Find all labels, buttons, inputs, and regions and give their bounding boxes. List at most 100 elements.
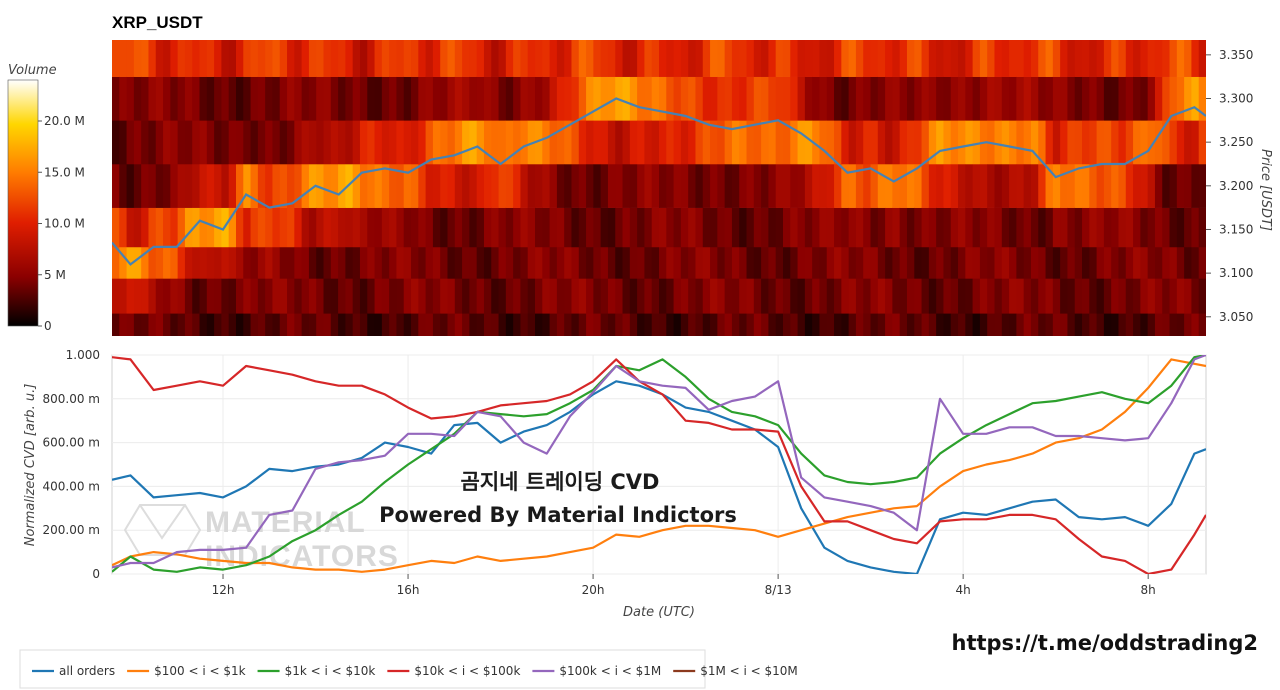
heatmap-cell	[1133, 120, 1141, 165]
heatmap-cell	[462, 246, 470, 279]
heatmap-cell	[899, 278, 908, 314]
heatmap-cell	[1147, 40, 1156, 77]
legend-item[interactable]: $1k < i < $10k	[257, 664, 376, 678]
heatmap-cell	[1191, 278, 1200, 314]
heatmap-cell	[520, 163, 529, 208]
heatmap-cell	[717, 278, 726, 314]
heatmap-cell	[965, 120, 974, 165]
heatmap-cell	[542, 246, 551, 279]
heatmap-cell	[1133, 207, 1141, 248]
heatmap-cell	[403, 120, 412, 165]
heatmap-cell	[586, 207, 594, 248]
heatmap-cell	[440, 40, 449, 77]
heatmap-cell	[330, 313, 339, 336]
legend-label: $1k < i < $10k	[285, 664, 376, 678]
legend-item[interactable]: $100k < i < $1M	[532, 664, 661, 678]
heatmap-cell	[112, 76, 120, 121]
heatmap-cell	[994, 207, 1003, 248]
heatmap-cell	[483, 163, 492, 208]
telegram-link[interactable]: https://t.me/oddstrading2	[952, 631, 1259, 655]
heatmap-cell	[819, 278, 828, 314]
heatmap-cell	[381, 207, 390, 248]
heatmap-cell	[221, 313, 230, 336]
heatmap-cell	[958, 120, 966, 165]
heatmap-cell	[746, 278, 755, 314]
heatmap-cell	[936, 163, 945, 208]
heatmap-cell	[155, 76, 164, 121]
heatmap-cell	[148, 313, 157, 336]
heatmap-cell	[1030, 278, 1039, 314]
heatmap-cell	[921, 76, 930, 121]
heatmap-cell	[352, 246, 361, 279]
heatmap-cell	[571, 76, 580, 121]
heatmap-cell	[338, 313, 346, 336]
heatmap-cell	[505, 120, 514, 165]
heatmap-cell	[928, 120, 937, 165]
heatmap-cell	[972, 40, 981, 77]
heatmap-cell	[1089, 120, 1098, 165]
heatmap-cell	[301, 246, 310, 279]
heatmap-cell	[163, 120, 171, 165]
heatmap-cell	[826, 313, 835, 336]
heatmap-cell	[1082, 207, 1090, 248]
legend-item[interactable]: $1M < i < $10M	[673, 664, 798, 678]
heatmap-cell	[359, 76, 368, 121]
heatmap-cell	[440, 76, 449, 121]
heatmap-cell	[564, 313, 573, 336]
heatmap-cell	[1001, 207, 1010, 248]
heatmap-cell	[834, 278, 842, 314]
heatmap-cell	[921, 120, 930, 165]
heatmap-cell	[396, 278, 405, 314]
legend-item[interactable]: $10k < i < $100k	[387, 664, 520, 678]
heatmap-cell	[170, 76, 179, 121]
heatmap-cell	[1038, 278, 1047, 314]
heatmap-cell	[440, 120, 449, 165]
heatmap-cell	[206, 120, 215, 165]
heatmap-cell	[411, 76, 419, 121]
heatmap-cell	[885, 163, 893, 208]
heatmap-cell	[834, 76, 842, 121]
heatmap-cell	[936, 278, 945, 314]
heatmap-cell	[680, 313, 689, 336]
heatmap-cell	[250, 163, 259, 208]
heatmap-cell	[731, 246, 740, 279]
heatmap-cell	[199, 76, 208, 121]
heatmap-cell	[396, 76, 405, 121]
heatmap-cell	[578, 246, 587, 279]
heatmap-cell	[257, 313, 266, 336]
heatmap-cell	[498, 278, 507, 314]
heatmap-cell	[549, 246, 558, 279]
heatmap-cell	[797, 76, 806, 121]
heatmap-cell	[301, 207, 310, 248]
heatmap-cell	[447, 313, 456, 336]
heatmap-cell	[622, 76, 631, 121]
heatmap-cell	[163, 278, 171, 314]
heatmap-cell	[753, 76, 762, 121]
heatmap-cell	[1191, 120, 1200, 165]
heatmap-cell	[549, 163, 558, 208]
legend-box	[19, 649, 706, 689]
heatmap-cell	[469, 278, 478, 314]
heatmap-cell	[250, 313, 259, 336]
heatmap-cell	[680, 246, 689, 279]
heatmap-cell	[899, 207, 908, 248]
heatmap-cell	[586, 313, 594, 336]
heatmap-cell	[126, 207, 135, 248]
heatmap-cell	[381, 40, 390, 77]
heatmap-cell	[666, 163, 675, 208]
heatmap-cell	[571, 207, 580, 248]
heatmap-cell	[943, 278, 952, 314]
legend-item[interactable]: all orders	[32, 664, 115, 678]
heatmap-cell	[1023, 313, 1032, 336]
watermark-line2: Powered By Material Indictors	[379, 503, 737, 527]
heatmap-cell	[724, 313, 733, 336]
heatmap-cell	[1009, 246, 1017, 279]
heatmap-cell	[768, 120, 777, 165]
heatmap-cell	[578, 207, 587, 248]
heatmap-cell	[855, 163, 864, 208]
heatmap-cell	[513, 207, 522, 248]
heatmap-cell	[899, 313, 908, 336]
legend-item[interactable]: $100 < i < $1k	[127, 664, 246, 678]
heatmap-cell	[768, 278, 777, 314]
heatmap-cell	[265, 246, 274, 279]
